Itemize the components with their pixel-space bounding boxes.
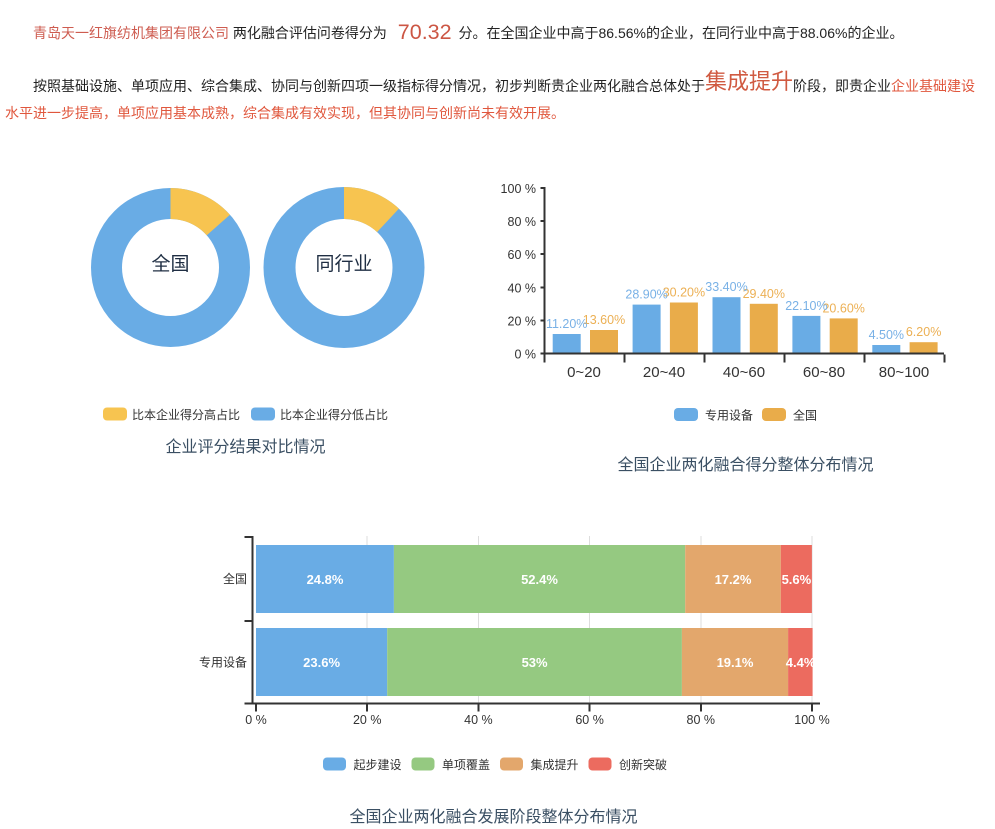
- svg-text:0 %: 0 %: [245, 713, 267, 727]
- svg-text:专用设备: 专用设备: [705, 408, 753, 423]
- svg-text:全国: 全国: [151, 253, 189, 275]
- svg-text:集成提升: 集成提升: [531, 757, 579, 772]
- svg-text:40~60: 40~60: [723, 364, 765, 381]
- svg-text:13.60%: 13.60%: [583, 313, 625, 327]
- svg-text:创新突破: 创新突破: [619, 757, 667, 772]
- svg-text:30.20%: 30.20%: [663, 286, 705, 300]
- svg-text:20 %: 20 %: [508, 314, 537, 328]
- svg-text:20~40: 20~40: [643, 364, 685, 381]
- svg-text:11.20%: 11.20%: [546, 317, 587, 331]
- svg-text:全国: 全国: [793, 408, 817, 423]
- svg-text:起步建设: 起步建设: [354, 758, 402, 772]
- svg-text:专用设备: 专用设备: [199, 655, 247, 670]
- svg-text:60 %: 60 %: [575, 713, 604, 727]
- svg-text:24.8%: 24.8%: [307, 572, 344, 587]
- svg-text:全国: 全国: [223, 571, 247, 586]
- svg-text:6.20%: 6.20%: [906, 325, 941, 339]
- svg-text:20 %: 20 %: [353, 713, 382, 727]
- svg-text:100 %: 100 %: [501, 182, 536, 196]
- svg-text:企业评分结果对比情况: 企业评分结果对比情况: [165, 438, 325, 456]
- svg-text:40 %: 40 %: [508, 281, 537, 295]
- svg-text:52.4%: 52.4%: [521, 572, 558, 587]
- svg-text:53%: 53%: [522, 655, 548, 670]
- svg-text:80 %: 80 %: [687, 713, 716, 727]
- svg-text:28.90%: 28.90%: [625, 288, 667, 302]
- svg-text:全国企业两化融合发展阶段整体分布情况: 全国企业两化融合发展阶段整体分布情况: [349, 808, 637, 826]
- svg-text:29.40%: 29.40%: [743, 287, 785, 301]
- svg-text:比本企业得分低占比: 比本企业得分低占比: [280, 407, 388, 422]
- svg-text:单项覆盖: 单项覆盖: [442, 758, 490, 772]
- svg-text:4.50%: 4.50%: [869, 328, 904, 342]
- svg-text:0~20: 0~20: [567, 364, 601, 381]
- svg-text:比本企业得分高占比: 比本企业得分高占比: [132, 407, 240, 422]
- svg-text:60~80: 60~80: [803, 364, 845, 381]
- svg-text:60 %: 60 %: [508, 248, 537, 262]
- svg-text:全国企业两化融合得分整体分布情况: 全国企业两化融合得分整体分布情况: [617, 456, 873, 474]
- svg-text:0 %: 0 %: [514, 348, 536, 362]
- svg-text:100 %: 100 %: [794, 713, 829, 727]
- svg-text:19.1%: 19.1%: [717, 655, 754, 670]
- svg-text:同行业: 同行业: [315, 253, 372, 275]
- svg-text:23.6%: 23.6%: [303, 655, 340, 670]
- svg-text:5.6%: 5.6%: [782, 572, 812, 587]
- svg-text:20.60%: 20.60%: [822, 301, 864, 315]
- svg-text:17.2%: 17.2%: [715, 572, 752, 587]
- svg-text:22.10%: 22.10%: [785, 299, 827, 313]
- svg-text:4.4%: 4.4%: [786, 655, 816, 670]
- svg-text:40 %: 40 %: [464, 713, 493, 727]
- svg-text:80 %: 80 %: [508, 215, 537, 229]
- svg-text:33.40%: 33.40%: [705, 280, 747, 294]
- svg-text:80~100: 80~100: [879, 364, 929, 381]
